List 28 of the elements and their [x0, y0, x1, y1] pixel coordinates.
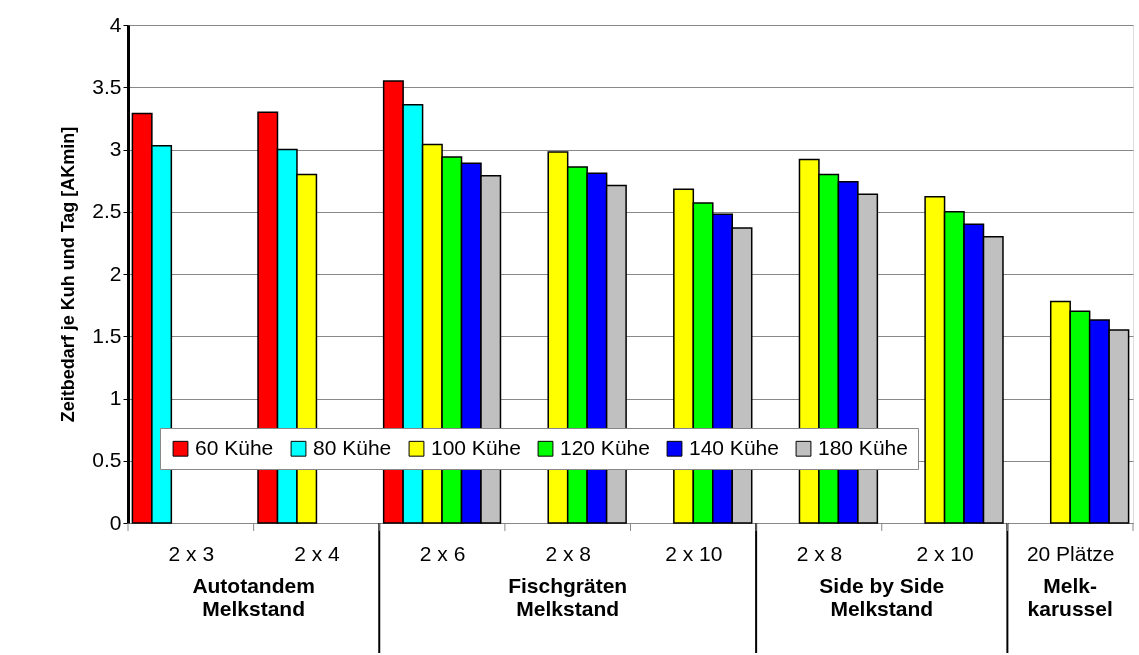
text: Side by Side Melkstand — [819, 574, 945, 620]
x-tick-label: 2 x 4 — [294, 541, 341, 565]
text: Autotandem Melkstand — [192, 574, 315, 620]
y-tick-label: 3.5 — [92, 74, 122, 98]
legend-label: 140 Kühe — [689, 435, 779, 459]
y-tick-label: 1 — [109, 386, 122, 409]
x-tick-label: 2 x 8 — [796, 541, 843, 565]
legend-label: 120 Kühe — [560, 435, 650, 459]
x-tick-label: 2 x 10 — [916, 541, 974, 565]
x-tick-label: 2 x 3 — [168, 541, 215, 565]
x-tick-label: 2 x 6 — [419, 541, 466, 565]
legend-label: 100 Kühe — [431, 435, 521, 459]
text: Fischgräten Melkstand — [508, 574, 628, 620]
legend-label: 180 Kühe — [818, 435, 908, 459]
y-tick-label: 0.5 — [92, 448, 122, 472]
legend-label: 60 Kühe — [195, 435, 274, 459]
y-tick-label: 3 — [109, 137, 122, 160]
x-tick-label: 2 x 8 — [545, 541, 591, 565]
y-tick-label: 2 — [109, 261, 122, 285]
x-tick-label: 20 Plätze — [1026, 541, 1115, 565]
text: Melk- karussel — [1027, 574, 1113, 620]
y-tick-label: 2.5 — [92, 199, 122, 223]
x-tick-label: 2 x 10 — [665, 541, 723, 565]
y-tick-label: 4 — [109, 12, 122, 36]
y-tick-label: 1.5 — [92, 323, 122, 347]
y-axis-title: Zeitbedarf je Kuh und Tag [AKmin] — [58, 126, 79, 423]
y-tick-label: 0 — [109, 510, 122, 534]
legend-label: 80 Kühe — [313, 435, 392, 459]
